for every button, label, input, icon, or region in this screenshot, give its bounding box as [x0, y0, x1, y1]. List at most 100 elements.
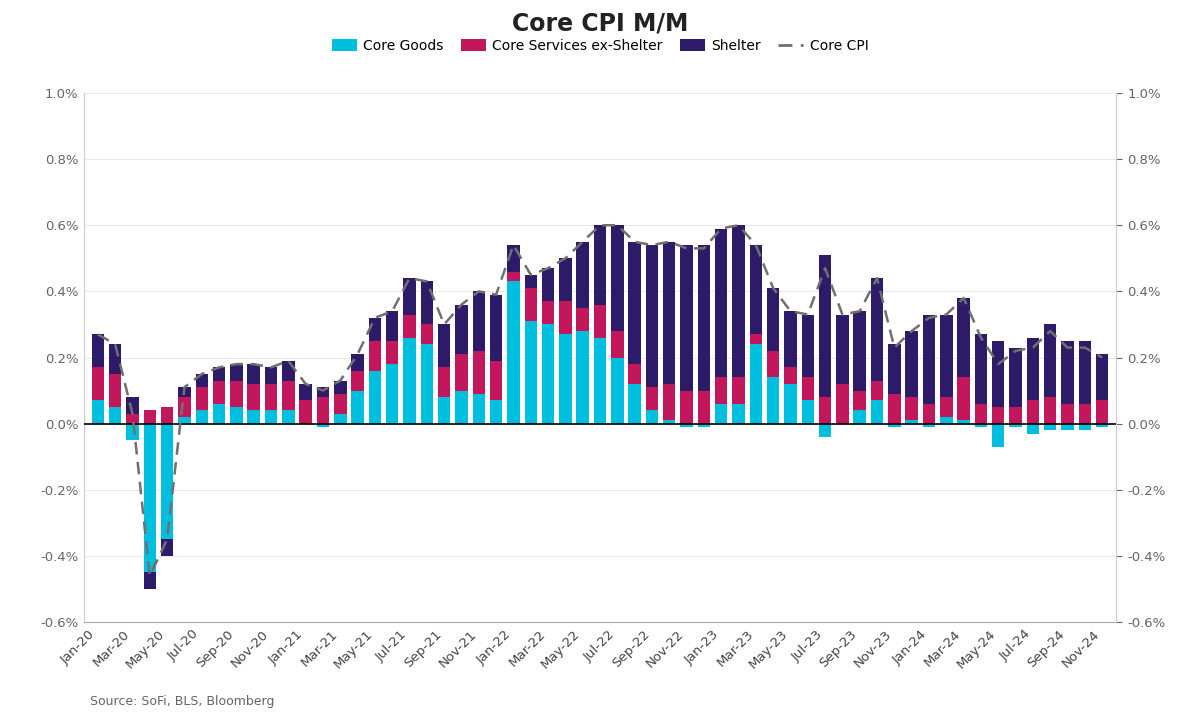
Bar — [247, 384, 260, 410]
Bar — [542, 325, 554, 423]
Bar — [144, 573, 156, 589]
Bar — [473, 394, 485, 423]
Bar — [767, 288, 779, 351]
Bar — [334, 394, 347, 414]
Bar — [161, 407, 173, 423]
Bar — [853, 390, 866, 410]
Bar — [386, 364, 398, 423]
Bar — [265, 368, 277, 384]
Bar — [802, 378, 814, 400]
Bar — [923, 404, 935, 423]
Bar — [629, 242, 641, 364]
Bar — [403, 337, 415, 423]
Bar — [386, 341, 398, 364]
Bar — [161, 423, 173, 539]
Bar — [818, 398, 832, 423]
Bar — [958, 378, 970, 420]
Bar — [680, 390, 692, 423]
Bar — [680, 245, 692, 390]
Bar — [524, 275, 536, 288]
Bar — [767, 378, 779, 423]
Bar — [265, 384, 277, 410]
Bar — [958, 298, 970, 378]
Bar — [1079, 423, 1091, 430]
Bar — [109, 374, 121, 407]
Bar — [126, 414, 139, 423]
Bar — [490, 295, 503, 361]
Bar — [455, 390, 468, 423]
Bar — [300, 384, 312, 400]
Bar — [1079, 404, 1091, 423]
Bar — [317, 398, 329, 423]
Bar — [576, 308, 589, 331]
Bar — [785, 368, 797, 384]
Bar — [802, 315, 814, 378]
Bar — [230, 380, 242, 407]
Bar — [594, 337, 606, 423]
Bar — [421, 325, 433, 345]
Bar — [1061, 423, 1074, 430]
Bar — [300, 400, 312, 423]
Bar — [853, 311, 866, 390]
Bar — [212, 368, 226, 380]
Bar — [455, 354, 468, 390]
Bar — [940, 417, 953, 423]
Bar — [352, 370, 364, 390]
Bar — [212, 380, 226, 404]
Bar — [178, 388, 191, 398]
Bar — [455, 305, 468, 354]
Bar — [1027, 337, 1039, 400]
Bar — [923, 423, 935, 427]
Bar — [317, 388, 329, 398]
Bar — [1061, 341, 1074, 404]
Text: Source: SoFi, BLS, Bloomberg: Source: SoFi, BLS, Bloomberg — [90, 695, 275, 708]
Bar — [992, 341, 1004, 407]
Bar — [958, 420, 970, 423]
Bar — [91, 335, 104, 368]
Bar — [352, 390, 364, 423]
Bar — [697, 423, 710, 427]
Bar — [785, 311, 797, 368]
Bar — [836, 384, 848, 423]
Bar — [126, 398, 139, 414]
Bar — [421, 345, 433, 423]
Bar — [802, 400, 814, 423]
Bar — [680, 423, 692, 427]
Bar — [888, 423, 900, 427]
Bar — [732, 378, 745, 404]
Bar — [871, 278, 883, 380]
Bar — [490, 400, 503, 423]
Bar — [542, 301, 554, 325]
Bar — [368, 341, 382, 371]
Bar — [697, 390, 710, 423]
Bar — [126, 423, 139, 440]
Bar — [576, 242, 589, 308]
Bar — [403, 278, 415, 315]
Bar — [230, 364, 242, 380]
Bar — [490, 361, 503, 400]
Bar — [940, 398, 953, 417]
Bar — [212, 404, 226, 423]
Bar — [1079, 341, 1091, 404]
Bar — [576, 331, 589, 423]
Bar — [594, 225, 606, 305]
Bar — [974, 404, 988, 423]
Bar — [196, 374, 208, 388]
Bar — [715, 378, 727, 404]
Bar — [508, 282, 520, 423]
Bar — [317, 423, 329, 427]
Bar — [438, 368, 450, 398]
Bar — [438, 398, 450, 423]
Bar — [1009, 407, 1022, 423]
Bar — [559, 258, 571, 301]
Bar — [178, 398, 191, 417]
Bar — [368, 318, 382, 341]
Bar — [438, 325, 450, 368]
Bar — [282, 380, 294, 410]
Bar — [611, 225, 624, 331]
Bar — [368, 371, 382, 423]
Bar — [664, 242, 676, 384]
Bar — [473, 292, 485, 351]
Bar — [974, 423, 988, 427]
Bar — [646, 245, 658, 388]
